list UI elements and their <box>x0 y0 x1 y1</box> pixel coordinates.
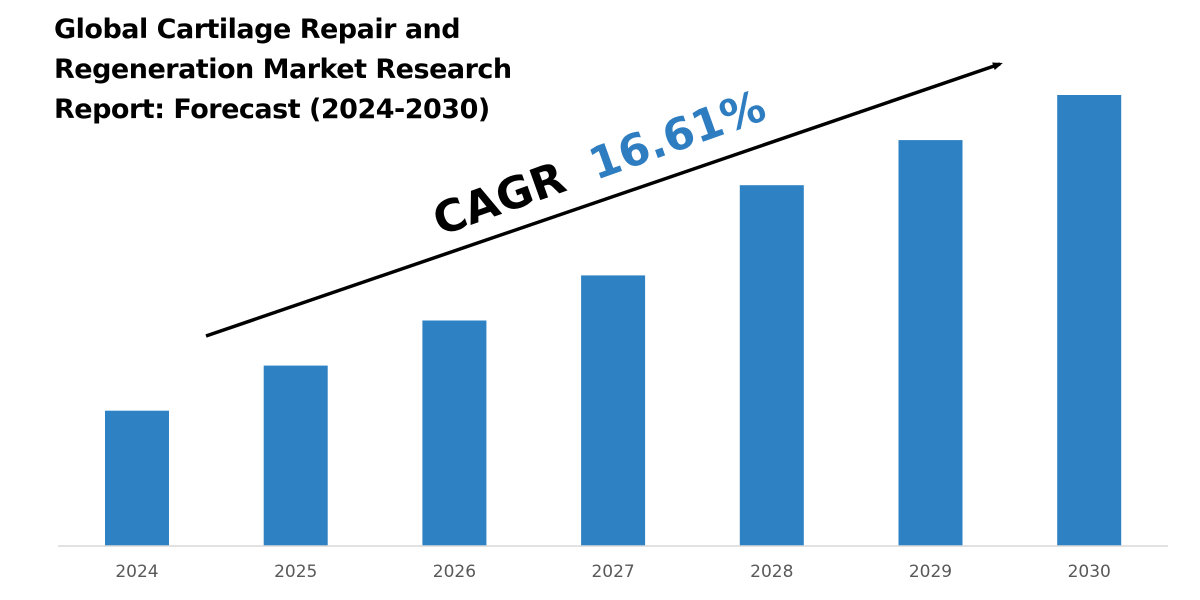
x-tick-label: 2029 <box>909 562 952 582</box>
bar-2024 <box>105 410 169 546</box>
bar-2027 <box>581 275 646 546</box>
bar-2030 <box>1057 95 1122 546</box>
bar-2028 <box>739 185 804 546</box>
x-tick-labels: 2024 2025 2026 2027 2028 2029 2030 <box>115 562 1110 582</box>
x-tick-label: 2030 <box>1068 562 1111 582</box>
x-tick-label: 2025 <box>274 562 317 582</box>
x-tick-label: 2024 <box>115 562 158 582</box>
chart-title-line: Regeneration Market Research <box>54 54 512 85</box>
x-tick-label: 2026 <box>433 562 476 582</box>
bar-2025 <box>263 365 328 546</box>
cagr-annotation: CAGR 16.61% <box>427 81 773 247</box>
cagr-label: CAGR <box>427 152 573 246</box>
x-tick-label: 2028 <box>750 562 793 582</box>
trend-arrow <box>205 62 1003 338</box>
chart-title: Global Cartilage Repair and Regeneration… <box>54 10 614 130</box>
bar-2029 <box>898 140 963 546</box>
chart-title-line: Global Cartilage Repair and <box>54 14 461 45</box>
bars-group <box>105 95 1122 546</box>
x-tick-label: 2027 <box>591 562 634 582</box>
chart-title-line: Report: Forecast (2024-2030) <box>54 94 490 125</box>
bar-2026 <box>422 320 487 546</box>
